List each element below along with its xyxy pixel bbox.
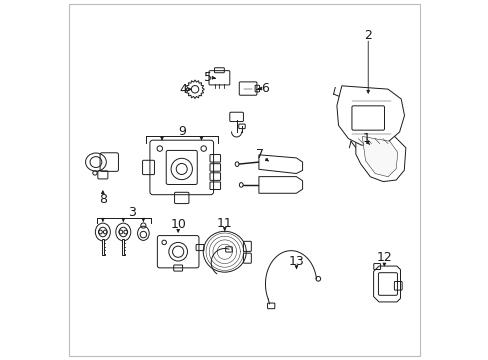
- Polygon shape: [102, 239, 105, 255]
- Ellipse shape: [116, 223, 130, 241]
- Text: 7: 7: [256, 148, 264, 161]
- Text: 10: 10: [170, 217, 186, 231]
- Ellipse shape: [95, 223, 110, 241]
- Text: 9: 9: [178, 125, 185, 138]
- Polygon shape: [355, 132, 405, 181]
- Ellipse shape: [203, 231, 246, 272]
- Text: 5: 5: [203, 71, 211, 84]
- Ellipse shape: [137, 226, 149, 240]
- Polygon shape: [185, 80, 204, 99]
- Text: 11: 11: [217, 217, 232, 230]
- Ellipse shape: [239, 183, 243, 187]
- Text: 13: 13: [288, 255, 304, 268]
- Polygon shape: [122, 239, 125, 255]
- Ellipse shape: [168, 242, 187, 261]
- Text: 2: 2: [364, 29, 371, 42]
- Polygon shape: [373, 266, 400, 302]
- Polygon shape: [362, 136, 397, 177]
- Text: 12: 12: [376, 251, 391, 264]
- Text: 4: 4: [179, 83, 187, 96]
- Polygon shape: [258, 155, 302, 174]
- Circle shape: [191, 86, 198, 93]
- Text: 8: 8: [99, 193, 107, 206]
- Text: 3: 3: [127, 207, 135, 220]
- Polygon shape: [336, 86, 404, 145]
- Ellipse shape: [85, 153, 106, 171]
- Polygon shape: [258, 177, 302, 193]
- Text: 6: 6: [260, 82, 268, 95]
- Text: 1: 1: [362, 132, 369, 145]
- Ellipse shape: [235, 162, 239, 166]
